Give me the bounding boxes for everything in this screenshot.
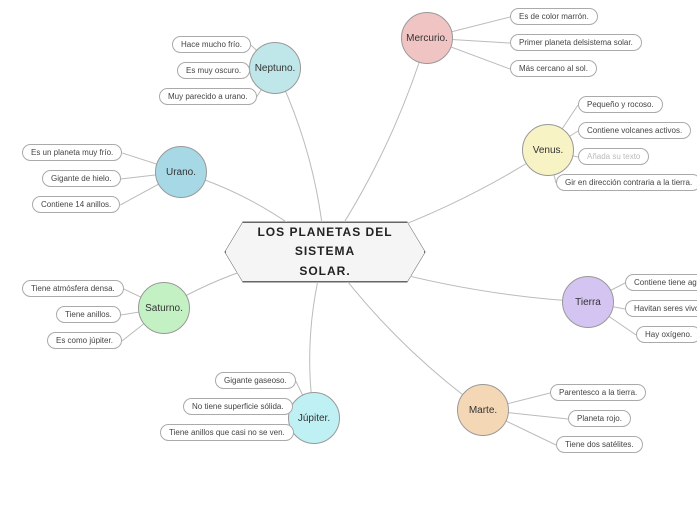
leaf-neptuno-0: Hace mucho frío. xyxy=(172,36,251,53)
leaf-mercurio-2: Más cercano al sol. xyxy=(510,60,597,77)
leaf-neptuno-2: Muy parecido a urano. xyxy=(159,88,257,105)
node-neptuno: Neptuno. xyxy=(249,42,301,94)
leaf-jupiter-1: No tiene superficie sólida. xyxy=(183,398,293,415)
leaf-venus-3: Gir en dirección contraria a la tierra. xyxy=(556,174,697,191)
node-urano: Urano. xyxy=(155,146,207,198)
node-tierra: Tierra xyxy=(562,276,614,328)
leaf-mercurio-0: Es de color marrón. xyxy=(510,8,598,25)
node-venus: Venus. xyxy=(522,124,574,176)
leaf-jupiter-2: Tiene anillos que casi no se ven. xyxy=(160,424,294,441)
leaf-saturno-2: Es como júpiter. xyxy=(47,332,122,349)
leaf-urano-0: Es un planeta muy frío. xyxy=(22,144,122,161)
leaf-tierra-2: Hay oxígeno. xyxy=(636,326,697,343)
leaf-venus-2: Añada su texto xyxy=(578,148,649,165)
leaf-tierra-1: Havitan seres vivos. xyxy=(625,300,697,317)
node-marte: Marte. xyxy=(457,384,509,436)
leaf-marte-0: Parentesco a la tierra. xyxy=(550,384,646,401)
leaf-jupiter-0: Gigante gaseoso. xyxy=(215,372,296,389)
central-line2: solar. xyxy=(299,262,350,281)
leaf-urano-1: Gigante de hielo. xyxy=(42,170,121,187)
leaf-urano-2: Contiene 14 anillos. xyxy=(32,196,120,213)
leaf-neptuno-1: Es muy oscuro. xyxy=(177,62,250,79)
leaf-saturno-0: Tiene atmósfera densa. xyxy=(22,280,124,297)
leaf-venus-0: Pequeño y rocoso. xyxy=(578,96,663,113)
leaf-venus-1: Contiene volcanes activos. xyxy=(578,122,691,139)
node-jupiter: Júpiter. xyxy=(288,392,340,444)
central-topic: Los planetas del sistema solar. xyxy=(225,222,425,282)
central-line1: Los planetas del sistema xyxy=(234,223,416,261)
leaf-marte-1: Planeta rojo. xyxy=(568,410,631,427)
leaf-saturno-1: Tiene anillos. xyxy=(56,306,121,323)
node-mercurio: Mercurio. xyxy=(401,12,453,64)
node-saturno: Saturno. xyxy=(138,282,190,334)
leaf-mercurio-1: Primer planeta delsistema solar. xyxy=(510,34,642,51)
leaf-marte-2: Tiene dos satélites. xyxy=(556,436,643,453)
leaf-tierra-0: Contiene tiene agua xyxy=(625,274,697,291)
